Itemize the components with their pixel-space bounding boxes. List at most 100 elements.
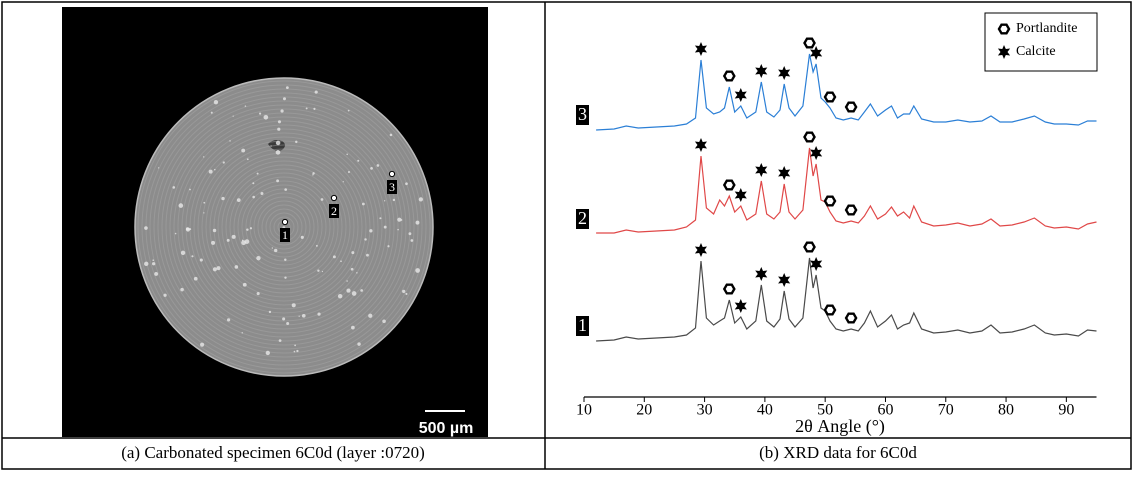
inclusion <box>392 198 396 202</box>
inclusion <box>174 232 177 235</box>
inclusion <box>346 153 348 156</box>
ring <box>221 164 347 290</box>
ring <box>149 92 419 362</box>
ring <box>161 104 407 350</box>
series-label: 2 <box>578 208 587 228</box>
inclusion <box>383 200 386 202</box>
calcite-marker <box>810 257 823 271</box>
inclusion <box>214 168 216 171</box>
series-label: 3 <box>578 104 587 124</box>
inclusion <box>163 293 167 297</box>
inclusion <box>232 115 234 117</box>
portlandite-marker <box>722 179 736 191</box>
ring <box>141 84 427 370</box>
portlandite-marker <box>803 131 816 143</box>
inclusion <box>200 342 205 347</box>
calcite-marker <box>755 64 768 78</box>
ring <box>209 152 359 302</box>
inclusion <box>213 100 219 105</box>
inclusion <box>286 321 290 325</box>
inclusion <box>278 339 282 343</box>
inclusion <box>351 251 355 255</box>
inclusion <box>216 266 221 271</box>
inclusion <box>199 258 203 262</box>
inclusion <box>234 265 239 269</box>
inclusion <box>189 188 191 191</box>
ring <box>249 192 319 262</box>
inclusion <box>405 292 408 295</box>
inclusion <box>382 319 386 324</box>
x-tick-label: 50 <box>817 402 833 419</box>
point-label: 2 <box>331 204 337 218</box>
inclusion <box>189 228 192 231</box>
inclusion <box>298 315 300 317</box>
inclusion <box>315 244 318 247</box>
ring <box>261 204 307 250</box>
ring <box>205 148 363 306</box>
xrd-line <box>596 53 1097 131</box>
inclusion <box>368 313 373 318</box>
inclusion <box>317 269 320 272</box>
inclusion <box>337 293 343 299</box>
inclusion <box>293 350 296 353</box>
ring <box>225 168 343 286</box>
inclusion <box>246 228 249 231</box>
inclusion <box>152 262 156 266</box>
ring <box>257 200 311 254</box>
inclusion <box>256 292 260 296</box>
xrd-chart: 10 20 30 40 50 60 70 80 90 2θ Angle (°) 1 2 3 Portlan… <box>576 12 1098 437</box>
inclusion <box>229 140 231 142</box>
inclusion <box>397 217 402 222</box>
portlandite-marker <box>722 283 736 295</box>
inclusion <box>226 238 230 242</box>
inclusion <box>387 245 390 248</box>
inclusion <box>389 133 393 137</box>
inclusion <box>357 342 361 346</box>
inclusion <box>415 220 420 225</box>
inclusion <box>362 202 365 206</box>
inclusion <box>154 272 159 276</box>
inclusion <box>370 166 373 170</box>
calcite-marker <box>755 267 768 281</box>
inclusion <box>410 239 414 242</box>
x-tick-label: 10 <box>576 402 592 419</box>
rim <box>134 77 434 377</box>
inclusion <box>144 226 148 230</box>
inclusion <box>277 120 282 124</box>
inclusion <box>360 289 363 292</box>
inclusion <box>400 219 403 221</box>
inclusion <box>241 148 246 153</box>
ring <box>177 120 391 334</box>
ring <box>173 116 395 338</box>
inclusion <box>284 188 287 191</box>
ring <box>193 136 375 318</box>
inclusion <box>246 158 249 161</box>
inclusion <box>152 259 155 261</box>
calcite-marker <box>997 45 1011 59</box>
inclusion <box>274 248 278 253</box>
calcite-marker <box>778 273 791 287</box>
inclusion <box>203 156 205 158</box>
calcite-marker <box>694 42 707 56</box>
ring <box>245 188 323 266</box>
ring <box>213 156 355 298</box>
portlandite-marker <box>823 91 837 103</box>
portlandite-marker <box>823 304 837 316</box>
inclusion <box>256 172 259 175</box>
inclusion <box>178 203 184 208</box>
inclusion <box>185 227 190 231</box>
x-tick-label: 60 <box>877 402 893 419</box>
inclusion <box>296 349 299 353</box>
inclusion <box>379 217 382 220</box>
inclusion <box>203 212 205 214</box>
inclusion <box>231 234 236 239</box>
inclusion <box>191 255 194 258</box>
inclusion <box>221 196 225 201</box>
inclusion <box>346 280 348 282</box>
inclusion <box>357 159 360 162</box>
ring <box>229 172 339 282</box>
inclusion <box>271 247 274 249</box>
inclusion <box>172 186 176 189</box>
calcite-marker <box>734 88 747 102</box>
inclusion <box>376 164 380 167</box>
